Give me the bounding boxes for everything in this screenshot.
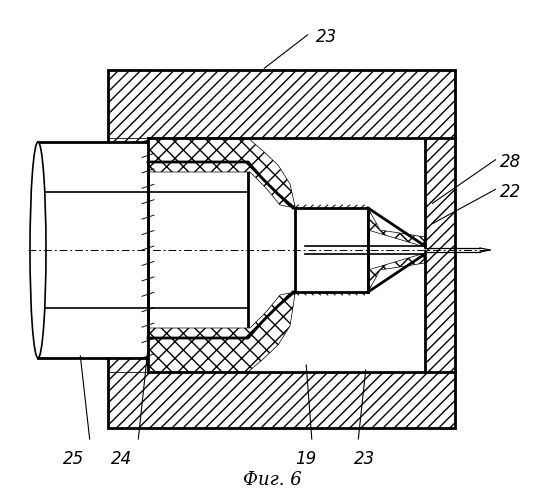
- Bar: [108, 70, 455, 428]
- Text: 28: 28: [500, 153, 521, 171]
- Polygon shape: [108, 70, 455, 138]
- Text: 22: 22: [500, 183, 521, 201]
- Polygon shape: [38, 142, 248, 358]
- Polygon shape: [108, 372, 455, 428]
- Polygon shape: [148, 138, 295, 208]
- Text: 19: 19: [295, 450, 317, 468]
- Text: 23: 23: [354, 450, 376, 468]
- Text: 25: 25: [63, 450, 84, 468]
- Polygon shape: [148, 292, 295, 372]
- Polygon shape: [295, 208, 368, 292]
- Ellipse shape: [30, 142, 46, 358]
- Text: 23: 23: [316, 28, 337, 46]
- Polygon shape: [368, 253, 425, 292]
- Text: 24: 24: [111, 450, 132, 468]
- Text: Фиг. 6: Фиг. 6: [243, 471, 301, 489]
- Polygon shape: [425, 138, 455, 372]
- Polygon shape: [108, 138, 148, 372]
- Polygon shape: [368, 208, 425, 247]
